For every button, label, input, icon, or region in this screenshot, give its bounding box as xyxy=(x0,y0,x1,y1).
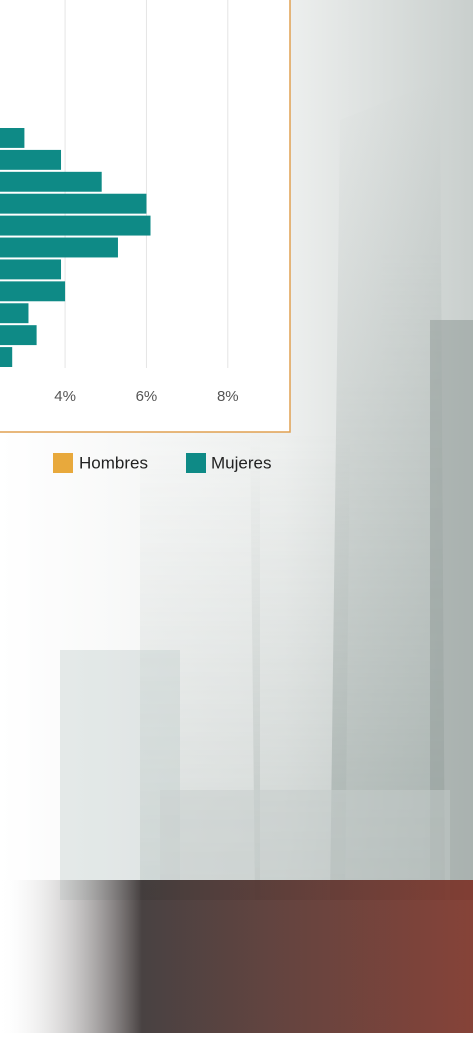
bar xyxy=(0,325,37,346)
crowd-decoration xyxy=(0,880,473,1033)
bar xyxy=(0,347,13,367)
legend-label: Mujeres xyxy=(211,453,271,472)
bar xyxy=(0,303,29,324)
bar xyxy=(0,128,25,148)
x-tick-label: 6% xyxy=(136,388,158,405)
bar xyxy=(0,281,66,302)
city-decoration xyxy=(60,80,473,900)
bar xyxy=(0,171,102,192)
legend-swatch xyxy=(186,453,206,473)
bar xyxy=(0,237,118,258)
legend-label: Hombres xyxy=(79,453,148,472)
bar xyxy=(0,215,151,236)
x-tick-label: 8% xyxy=(217,388,239,405)
bar xyxy=(0,193,147,214)
bar xyxy=(0,259,62,280)
x-tick-label: 4% xyxy=(54,388,76,405)
legend-swatch xyxy=(53,453,73,473)
plot: 4% 6% 8% xyxy=(0,0,239,405)
bar xyxy=(0,149,62,170)
